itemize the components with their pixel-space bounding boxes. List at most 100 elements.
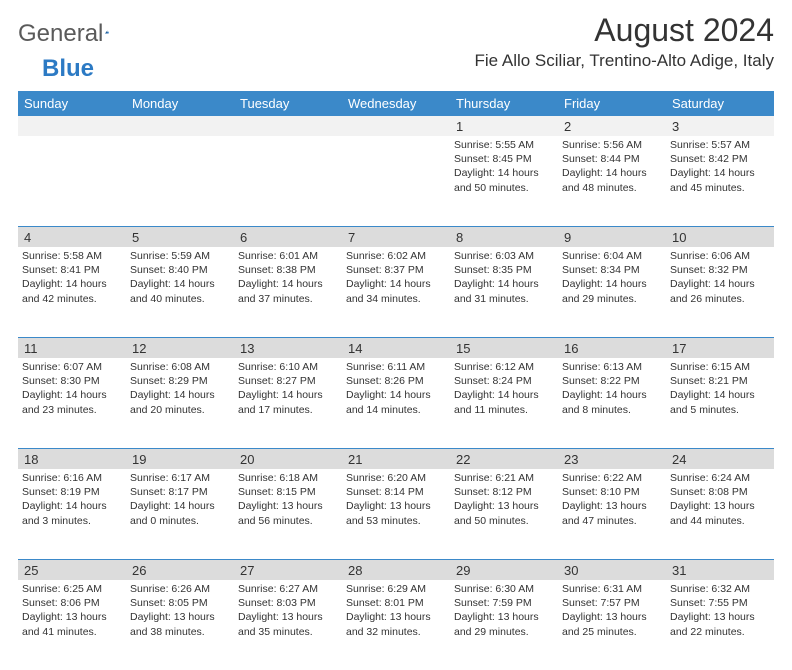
daylight-text: Daylight: 13 hours and 32 minutes. <box>346 610 446 638</box>
day-number-row: 25262728293031 <box>18 560 774 580</box>
day-cell: Sunrise: 6:16 AMSunset: 8:19 PMDaylight:… <box>18 469 126 559</box>
daylight-text: Daylight: 14 hours and 37 minutes. <box>238 277 338 305</box>
day-cell: Sunrise: 5:55 AMSunset: 8:45 PMDaylight:… <box>450 136 558 226</box>
sunrise-text: Sunrise: 6:12 AM <box>454 360 554 374</box>
day-number: 26 <box>126 560 234 580</box>
daylight-text: Daylight: 13 hours and 44 minutes. <box>670 499 770 527</box>
sunset-text: Sunset: 8:22 PM <box>562 374 662 388</box>
daylight-text: Daylight: 14 hours and 3 minutes. <box>22 499 122 527</box>
daylight-text: Daylight: 13 hours and 25 minutes. <box>562 610 662 638</box>
day-number-row: 123 <box>18 116 774 136</box>
sunset-text: Sunset: 8:21 PM <box>670 374 770 388</box>
day-number: 14 <box>342 338 450 358</box>
sunset-text: Sunset: 8:32 PM <box>670 263 770 277</box>
sunrise-text: Sunrise: 5:58 AM <box>22 249 122 263</box>
day-number: 16 <box>558 338 666 358</box>
day-cell: Sunrise: 5:59 AMSunset: 8:40 PMDaylight:… <box>126 247 234 337</box>
day-number: 13 <box>234 338 342 358</box>
day-cell: Sunrise: 5:57 AMSunset: 8:42 PMDaylight:… <box>666 136 774 226</box>
day-cell: Sunrise: 6:02 AMSunset: 8:37 PMDaylight:… <box>342 247 450 337</box>
daylight-text: Daylight: 14 hours and 45 minutes. <box>670 166 770 194</box>
day-number: 18 <box>18 449 126 469</box>
day-number: 1 <box>450 116 558 136</box>
day-cell <box>342 136 450 226</box>
sunrise-text: Sunrise: 6:03 AM <box>454 249 554 263</box>
day-number: 10 <box>666 227 774 247</box>
sunset-text: Sunset: 8:14 PM <box>346 485 446 499</box>
day-cell: Sunrise: 6:30 AMSunset: 7:59 PMDaylight:… <box>450 580 558 670</box>
daylight-text: Daylight: 13 hours and 56 minutes. <box>238 499 338 527</box>
sunset-text: Sunset: 8:45 PM <box>454 152 554 166</box>
day-number: 22 <box>450 449 558 469</box>
day-number: 31 <box>666 560 774 580</box>
day-number: 30 <box>558 560 666 580</box>
daylight-text: Daylight: 13 hours and 22 minutes. <box>670 610 770 638</box>
day-cell: Sunrise: 6:21 AMSunset: 8:12 PMDaylight:… <box>450 469 558 559</box>
sunrise-text: Sunrise: 6:26 AM <box>130 582 230 596</box>
sunset-text: Sunset: 8:26 PM <box>346 374 446 388</box>
day-number: 20 <box>234 449 342 469</box>
sunrise-text: Sunrise: 6:08 AM <box>130 360 230 374</box>
week-row: Sunrise: 6:25 AMSunset: 8:06 PMDaylight:… <box>18 580 774 670</box>
sunrise-text: Sunrise: 6:29 AM <box>346 582 446 596</box>
day-number: 8 <box>450 227 558 247</box>
sunrise-text: Sunrise: 6:27 AM <box>238 582 338 596</box>
sunrise-text: Sunrise: 6:20 AM <box>346 471 446 485</box>
day-number: 15 <box>450 338 558 358</box>
day-cell: Sunrise: 6:24 AMSunset: 8:08 PMDaylight:… <box>666 469 774 559</box>
daylight-text: Daylight: 14 hours and 42 minutes. <box>22 277 122 305</box>
day-number: 28 <box>342 560 450 580</box>
weekday-header: Saturday <box>666 91 774 116</box>
day-number: 5 <box>126 227 234 247</box>
daylight-text: Daylight: 14 hours and 20 minutes. <box>130 388 230 416</box>
sunrise-text: Sunrise: 6:30 AM <box>454 582 554 596</box>
sunset-text: Sunset: 8:19 PM <box>22 485 122 499</box>
sunset-text: Sunset: 8:03 PM <box>238 596 338 610</box>
sunset-text: Sunset: 8:08 PM <box>670 485 770 499</box>
sunrise-text: Sunrise: 6:11 AM <box>346 360 446 374</box>
logo-word-2: Blue <box>42 55 94 83</box>
weekday-header: Tuesday <box>234 91 342 116</box>
day-number: 29 <box>450 560 558 580</box>
day-cell <box>18 136 126 226</box>
weekday-header: Sunday <box>18 91 126 116</box>
day-cell: Sunrise: 6:31 AMSunset: 7:57 PMDaylight:… <box>558 580 666 670</box>
sunset-text: Sunset: 8:37 PM <box>346 263 446 277</box>
day-number: 11 <box>18 338 126 358</box>
day-cell <box>126 136 234 226</box>
sunrise-text: Sunrise: 6:15 AM <box>670 360 770 374</box>
sunrise-text: Sunrise: 5:55 AM <box>454 138 554 152</box>
sunrise-text: Sunrise: 6:02 AM <box>346 249 446 263</box>
week-row: Sunrise: 6:16 AMSunset: 8:19 PMDaylight:… <box>18 469 774 559</box>
sunrise-text: Sunrise: 6:24 AM <box>670 471 770 485</box>
day-number: 12 <box>126 338 234 358</box>
day-cell: Sunrise: 5:58 AMSunset: 8:41 PMDaylight:… <box>18 247 126 337</box>
day-number <box>234 116 342 136</box>
sunset-text: Sunset: 8:10 PM <box>562 485 662 499</box>
sunset-text: Sunset: 8:15 PM <box>238 485 338 499</box>
day-cell: Sunrise: 5:56 AMSunset: 8:44 PMDaylight:… <box>558 136 666 226</box>
sunrise-text: Sunrise: 6:06 AM <box>670 249 770 263</box>
sunset-text: Sunset: 8:41 PM <box>22 263 122 277</box>
day-number: 2 <box>558 116 666 136</box>
sunrise-text: Sunrise: 6:16 AM <box>22 471 122 485</box>
daylight-text: Daylight: 13 hours and 41 minutes. <box>22 610 122 638</box>
day-cell: Sunrise: 6:15 AMSunset: 8:21 PMDaylight:… <box>666 358 774 448</box>
weekday-header: Thursday <box>450 91 558 116</box>
daylight-text: Daylight: 14 hours and 8 minutes. <box>562 388 662 416</box>
daylight-text: Daylight: 14 hours and 48 minutes. <box>562 166 662 194</box>
weekday-header-row: Sunday Monday Tuesday Wednesday Thursday… <box>18 91 774 116</box>
day-cell: Sunrise: 6:08 AMSunset: 8:29 PMDaylight:… <box>126 358 234 448</box>
sunrise-text: Sunrise: 6:32 AM <box>670 582 770 596</box>
sunrise-text: Sunrise: 5:57 AM <box>670 138 770 152</box>
daylight-text: Daylight: 14 hours and 14 minutes. <box>346 388 446 416</box>
sunset-text: Sunset: 8:27 PM <box>238 374 338 388</box>
sunset-text: Sunset: 8:05 PM <box>130 596 230 610</box>
day-cell: Sunrise: 6:18 AMSunset: 8:15 PMDaylight:… <box>234 469 342 559</box>
logo-word-1: General <box>18 20 103 48</box>
sunrise-text: Sunrise: 6:21 AM <box>454 471 554 485</box>
sunset-text: Sunset: 8:30 PM <box>22 374 122 388</box>
month-title: August 2024 <box>474 12 774 49</box>
sunset-text: Sunset: 7:59 PM <box>454 596 554 610</box>
daylight-text: Daylight: 14 hours and 31 minutes. <box>454 277 554 305</box>
